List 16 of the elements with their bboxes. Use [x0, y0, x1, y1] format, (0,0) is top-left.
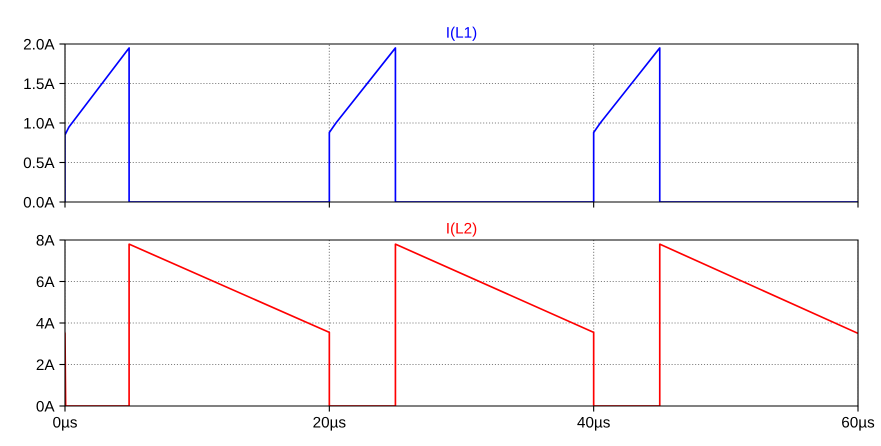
- y-tick-label: 1.0A: [24, 118, 55, 129]
- y-tick-label: 6A: [36, 276, 55, 288]
- y-tick-label: 4A: [36, 318, 55, 329]
- y-tick-label: 0.0A: [24, 196, 55, 208]
- x-tick-label: 60µs: [842, 416, 874, 431]
- x-tick-label: 40µs: [577, 416, 610, 431]
- series-label: I(L2): [447, 222, 476, 237]
- y-tick-label: 1.5A: [24, 78, 55, 90]
- x-tick-label: 20µs: [313, 416, 346, 431]
- y-tick-label: 0A: [36, 400, 55, 412]
- y-tick-label: 8A: [36, 234, 55, 246]
- x-tick-label: 0µs: [53, 416, 77, 431]
- y-tick-label: 0.5A: [24, 157, 55, 168]
- y-tick-label: 2A: [36, 359, 55, 370]
- y-tick-label: 2.0A: [24, 38, 55, 50]
- text: I(L1): [447, 26, 476, 41]
